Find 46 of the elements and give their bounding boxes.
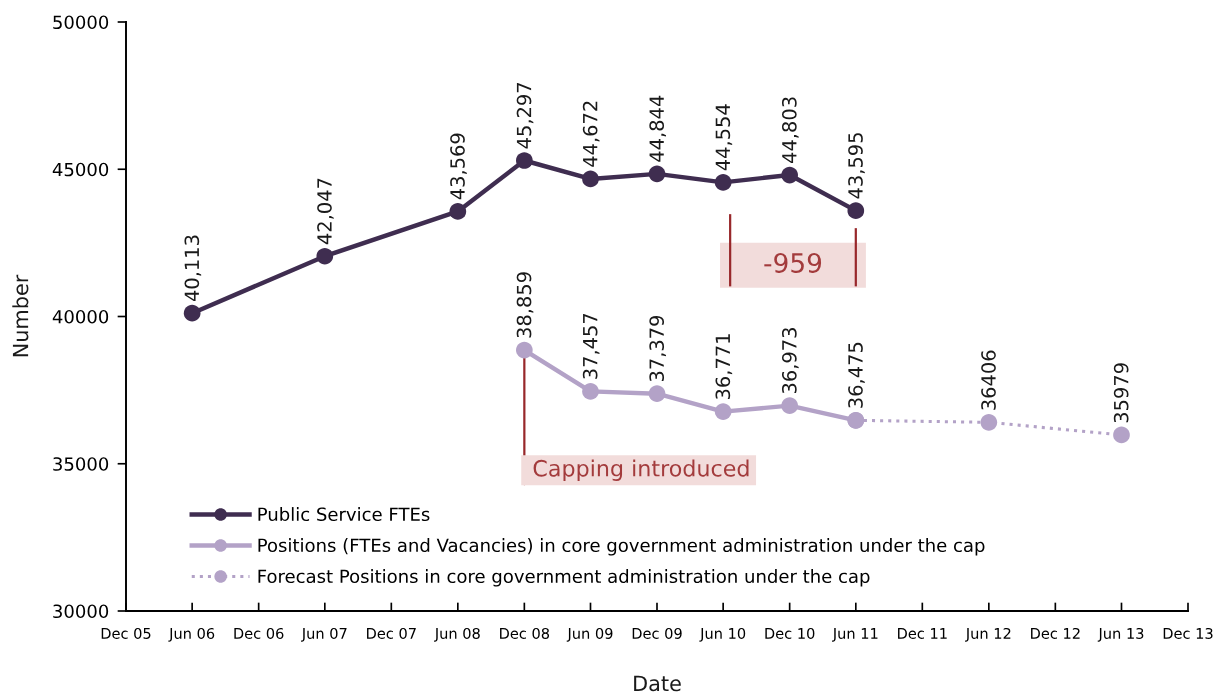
data-label: 36406 xyxy=(981,350,996,410)
data-label: 44,672 xyxy=(582,101,600,167)
x-tick-label: Dec 11 xyxy=(898,628,947,639)
x-tick-label: Dec 05 xyxy=(101,627,151,639)
x-tick-label: Dec 12 xyxy=(1031,627,1080,639)
x-tick-label: Dec 08 xyxy=(500,627,550,639)
x-tick-label: Jun 08 xyxy=(434,627,480,642)
data-label: 43,595 xyxy=(848,133,865,199)
legend-label: Forecast Positions in core government administration under the cap xyxy=(258,569,870,587)
data-label: 44,803 xyxy=(781,97,799,163)
data-label: 35979 xyxy=(1113,363,1129,423)
x-tick-label: Dec 07 xyxy=(367,627,416,639)
y-axis-title: Number xyxy=(12,274,29,357)
data-label: 36,771 xyxy=(715,334,733,399)
annotation: -959 xyxy=(764,252,822,273)
data-label: 45,297 xyxy=(516,83,534,149)
data-label: 42,047 xyxy=(317,178,334,245)
x-tick-label: Dec 13 xyxy=(1163,627,1213,639)
data-label: 36,475 xyxy=(848,342,865,408)
x-tick-label: Dec 09 xyxy=(632,627,682,639)
data-label: 38,859 xyxy=(516,272,534,338)
x-tick-label: Jun 11 xyxy=(832,628,878,642)
y-tick-label: 30000 xyxy=(53,604,109,619)
x-tick-label: Jun 12 xyxy=(965,627,1011,642)
data-label: 44,844 xyxy=(649,95,667,162)
data-label: 37,379 xyxy=(649,315,667,382)
data-label: 40,113 xyxy=(184,235,202,302)
x-tick-label: Jun 10 xyxy=(699,627,746,642)
x-tick-label: Jun 06 xyxy=(168,627,215,642)
annotation: Capping introduced xyxy=(533,459,749,481)
x-tick-label: Dec 10 xyxy=(765,627,815,639)
x-tick-label: Jun 13 xyxy=(1097,627,1144,642)
y-tick-label: 45000 xyxy=(52,162,109,177)
y-tick-label: 35000 xyxy=(53,457,109,471)
x-axis-title: Date xyxy=(634,675,681,692)
data-label: 43,569 xyxy=(450,133,467,200)
x-tick-label: Jun 09 xyxy=(566,627,613,642)
data-label: 44,554 xyxy=(715,104,733,171)
data-label: 37,457 xyxy=(582,313,600,379)
legend-label: Public Service FTEs xyxy=(258,507,430,522)
x-tick-label: Jun 07 xyxy=(301,627,347,642)
data-label: 36,973 xyxy=(781,328,799,394)
y-tick-label: 40000 xyxy=(52,309,109,324)
x-tick-label: Dec 06 xyxy=(234,627,284,639)
legend-label: Positions (FTEs and Vacancies) in core government administration under the cap xyxy=(258,538,985,556)
y-tick-label: 50000 xyxy=(53,15,109,30)
